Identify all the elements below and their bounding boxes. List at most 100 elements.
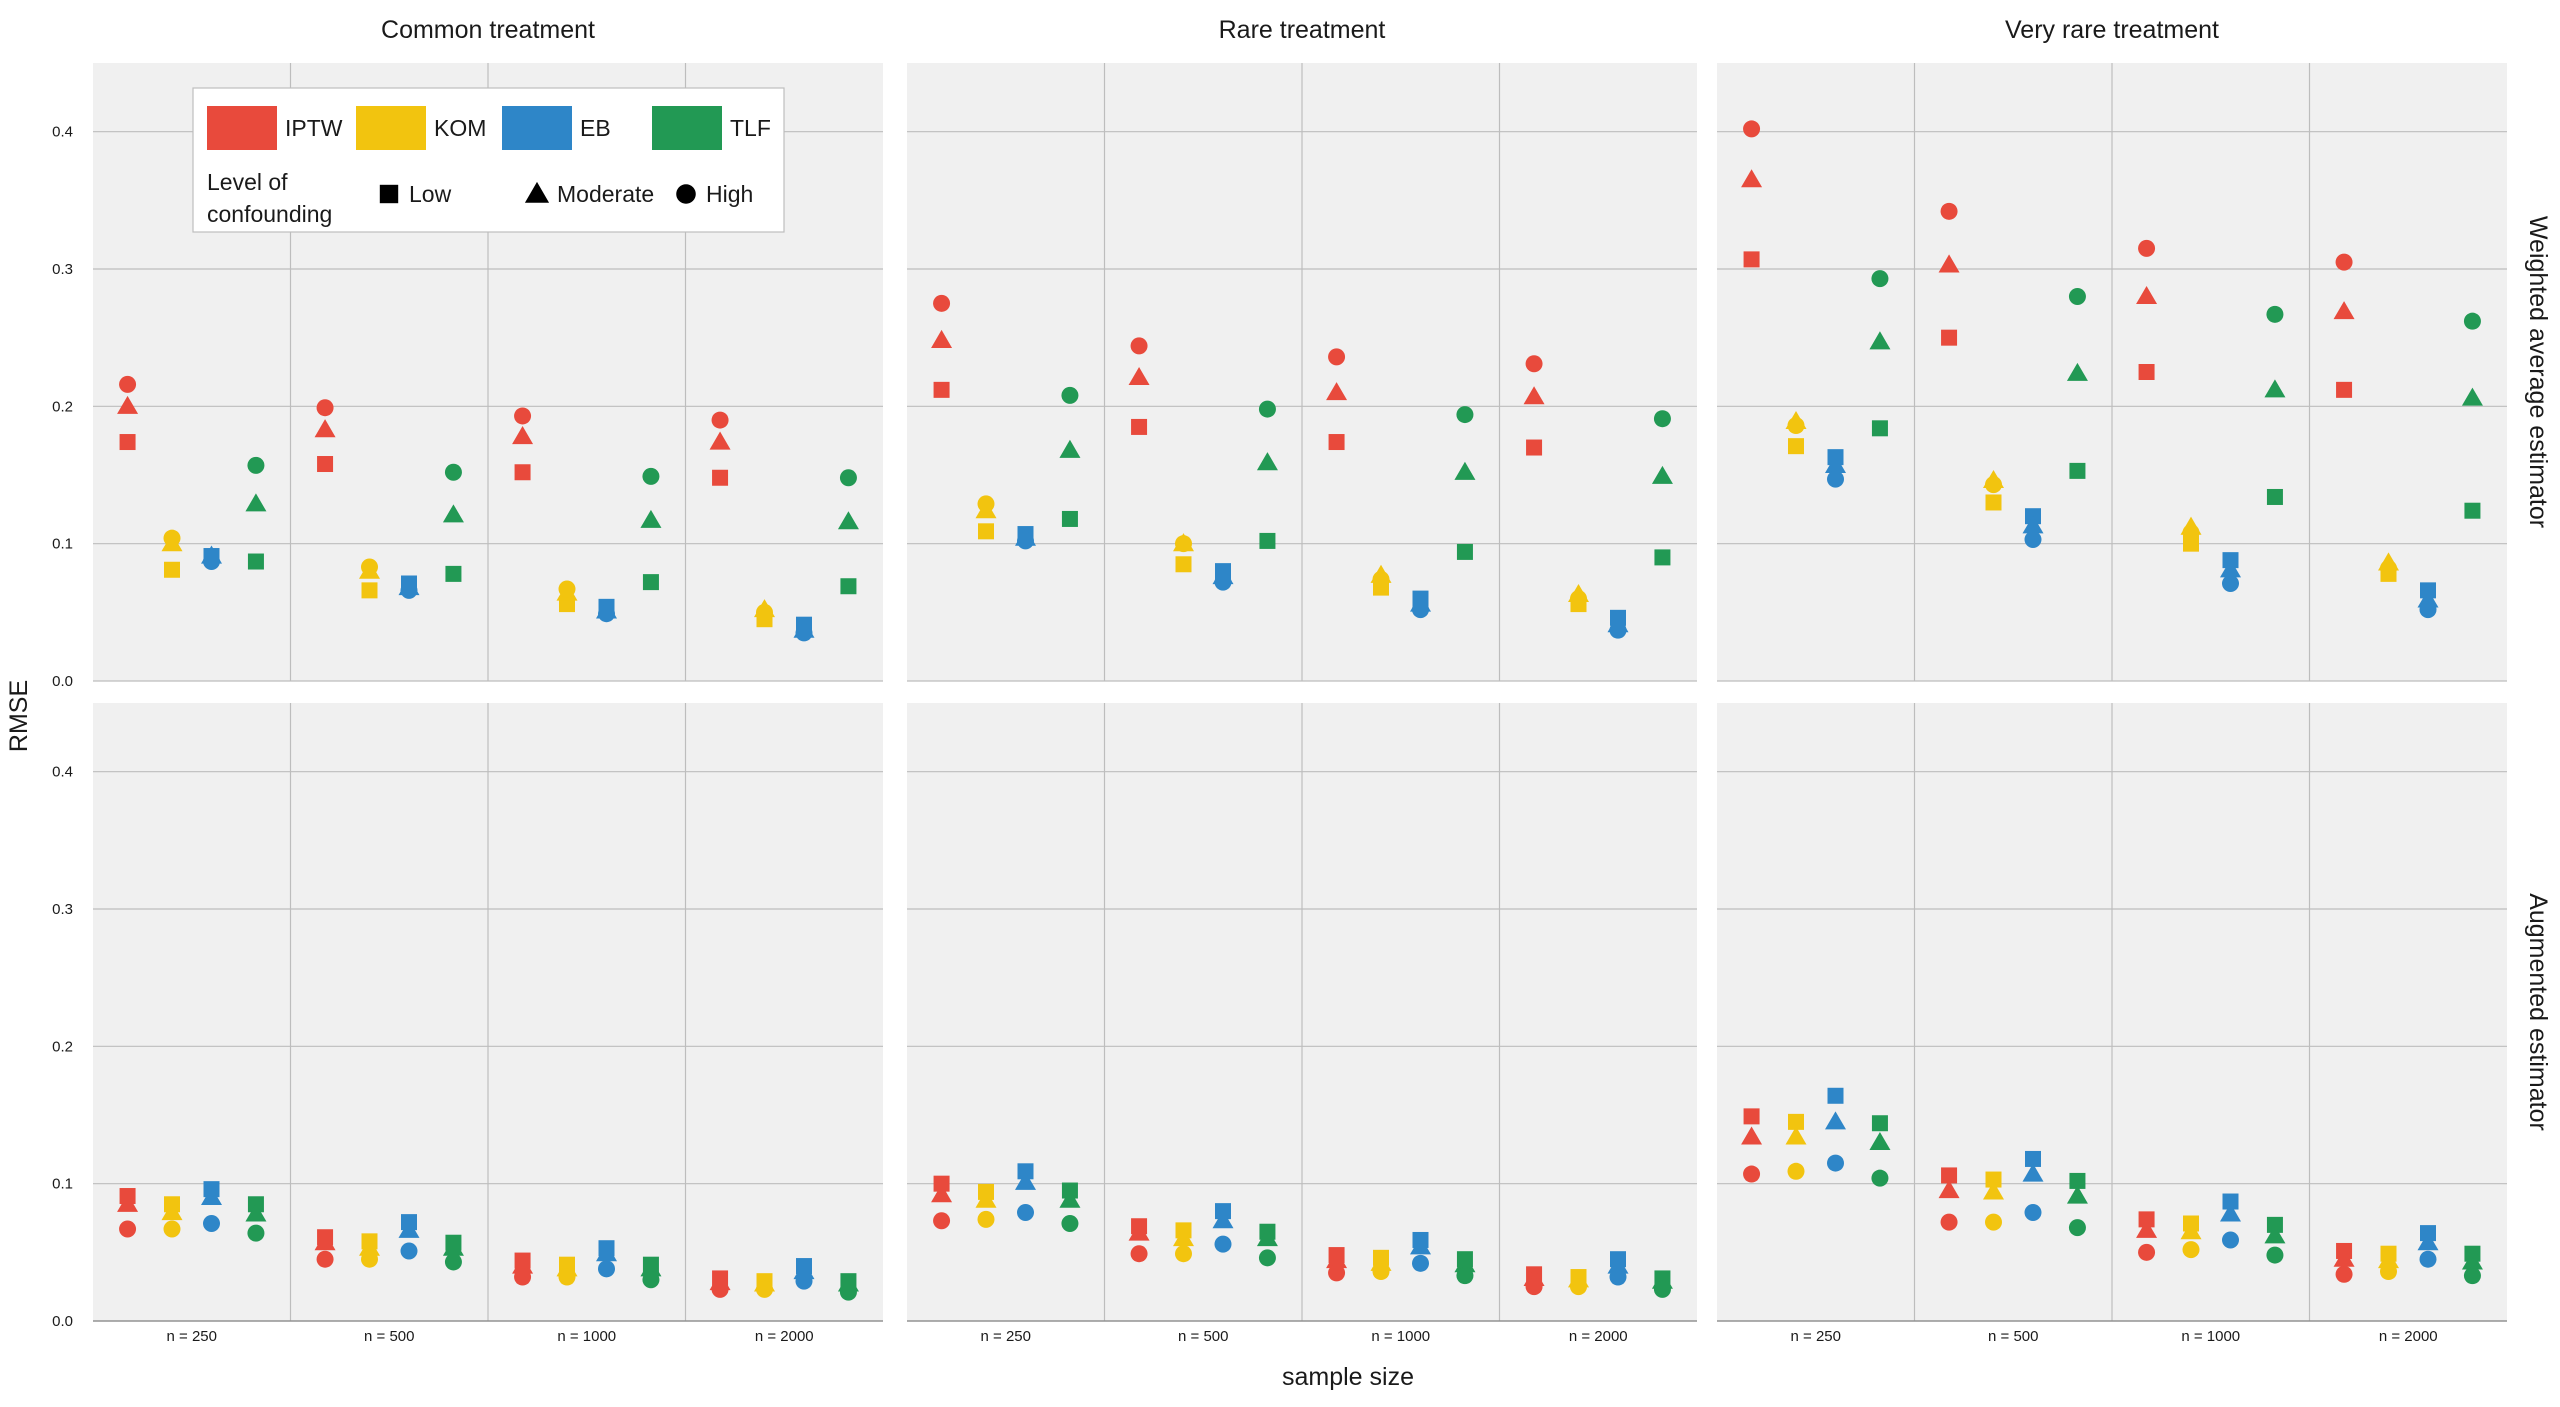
point-iptw-moderate-250: [117, 1193, 139, 1212]
point-iptw-low-250: [119, 434, 136, 451]
point-eb-moderate-1000: [596, 1243, 617, 1262]
point-tlf-moderate-1000: [2264, 379, 2286, 398]
point-tlf-high-2000: [839, 1283, 857, 1301]
panel-points-1-2: [1741, 1087, 2483, 1285]
point-kom-high-500: [1175, 1245, 1192, 1263]
point-kom-low-500: [1985, 494, 2002, 511]
legend: IPTW KOM EB TLF Level of confounding Low Modera…: [192, 87, 785, 233]
y-tick-label: 0.0: [52, 673, 73, 690]
point-tlf-moderate-250: [245, 493, 267, 512]
point-eb-high-500: [1214, 1235, 1232, 1253]
x-tick-label: n = 1000: [557, 1328, 616, 1345]
legend-method-label: IPTW: [285, 115, 343, 141]
point-kom-low-250: [978, 523, 994, 540]
row-strip-label: Augmented estimator: [2524, 893, 2552, 1131]
point-eb-high-500: [2024, 531, 2042, 549]
legend-swatch-eb: [502, 106, 572, 150]
point-tlf-moderate-250: [1059, 439, 1081, 458]
point-kom-high-2000: [756, 603, 773, 621]
point-tlf-moderate-500: [1256, 1228, 1278, 1247]
point-eb-high-1000: [1412, 601, 1429, 619]
point-tlf-low-250: [247, 553, 264, 570]
point-tlf-moderate-2000: [837, 511, 859, 530]
point-iptw-high-500: [1130, 337, 1148, 355]
y-tick-label: 0.3: [52, 901, 73, 918]
point-iptw-low-2000: [712, 469, 729, 486]
point-eb-low-1000: [2222, 1193, 2239, 1210]
point-tlf-moderate-500: [442, 504, 464, 523]
point-iptw-moderate-500: [314, 1232, 336, 1251]
point-tlf-high-2000: [1653, 1280, 1671, 1298]
point-eb-high-1000: [598, 1260, 615, 1278]
point-iptw-moderate-250: [1741, 169, 1763, 188]
point-iptw-high-500: [1940, 202, 1958, 220]
y-tick-label: 0.1: [52, 536, 73, 553]
axes: 0.0 0.1 0.2 0.3 0.4 0.0 0.1 0.2 0.3 0.4 n = 250 n =…: [5, 124, 2438, 1391]
point-eb-high-2000: [1609, 621, 1627, 639]
point-tlf-moderate-500: [2066, 362, 2088, 381]
point-kom-high-1000: [1372, 1263, 1390, 1281]
point-eb-moderate-250: [201, 1186, 222, 1205]
point-iptw-high-2000: [1525, 355, 1543, 373]
legend-shape-low: [379, 184, 399, 204]
point-tlf-high-500: [1258, 1249, 1276, 1267]
point-eb-high-250: [203, 553, 220, 571]
panel-0-1: [907, 63, 1697, 682]
point-iptw-high-250: [1743, 1165, 1761, 1183]
point-eb-high-2000: [2419, 601, 2437, 619]
point-tlf-high-500: [2068, 287, 2086, 305]
x-tick-label: n = 1000: [2181, 1328, 2240, 1345]
panel-0-2: [1717, 63, 2507, 682]
point-kom-high-2000: [2380, 559, 2397, 577]
point-tlf-high-1000: [642, 1271, 660, 1289]
point-tlf-high-250: [1871, 1169, 1889, 1187]
point-tlf-high-250: [247, 456, 265, 474]
point-kom-high-250: [163, 529, 181, 547]
point-tlf-high-250: [247, 1224, 265, 1242]
point-tlf-low-1000: [2266, 488, 2283, 505]
row-strip-label: Weighted average estimator: [2524, 216, 2552, 528]
point-eb-high-250: [203, 1214, 220, 1232]
legend-method-label: KOM: [434, 115, 486, 141]
y-tick-label: 0.4: [52, 124, 73, 141]
point-tlf-high-500: [2068, 1219, 2086, 1237]
point-kom-low-250: [1788, 1113, 1804, 1130]
point-iptw-moderate-500: [1128, 1222, 1150, 1241]
point-iptw-moderate-2000: [2333, 1248, 2355, 1267]
point-tlf-low-500: [2069, 1172, 2086, 1189]
point-kom-high-250: [1787, 417, 1805, 435]
point-tlf-low-2000: [840, 578, 857, 595]
point-tlf-high-250: [1061, 386, 1079, 404]
point-kom-moderate-250: [1785, 1126, 1807, 1145]
point-tlf-low-500: [445, 565, 462, 582]
legend-confounding-title: Level of: [207, 169, 288, 195]
point-kom-high-1000: [2182, 524, 2200, 542]
point-eb-high-250: [1017, 532, 1034, 550]
point-kom-high-1000: [558, 1268, 576, 1286]
point-iptw-low-250: [933, 1175, 950, 1192]
point-tlf-high-1000: [1456, 406, 1474, 424]
point-tlf-moderate-1000: [1454, 1254, 1476, 1273]
point-tlf-moderate-2000: [2461, 1251, 2483, 1270]
panel-points-1-0: [117, 1181, 859, 1301]
point-iptw-high-250: [1743, 120, 1761, 138]
point-eb-moderate-2000: [1607, 1255, 1629, 1274]
point-tlf-low-2000: [1654, 549, 1671, 566]
point-eb-high-250: [1827, 1154, 1844, 1172]
point-tlf-moderate-500: [2066, 1185, 2088, 1204]
point-iptw-high-2000: [2335, 1265, 2353, 1283]
legend-confounding-label: High: [706, 181, 753, 207]
point-iptw-high-500: [316, 399, 334, 417]
panel-1-1: [907, 703, 1697, 1322]
legend-swatch-iptw: [207, 106, 277, 150]
point-eb-high-2000: [795, 624, 813, 642]
point-kom-low-500: [1175, 556, 1192, 573]
point-tlf-low-500: [2069, 462, 2086, 479]
point-kom-high-2000: [1570, 1278, 1587, 1296]
point-kom-high-250: [1787, 1162, 1805, 1180]
point-kom-low-250: [1788, 438, 1804, 455]
point-eb-high-1000: [2222, 574, 2239, 592]
point-tlf-low-2000: [2464, 502, 2481, 519]
point-eb-high-1000: [598, 605, 615, 623]
